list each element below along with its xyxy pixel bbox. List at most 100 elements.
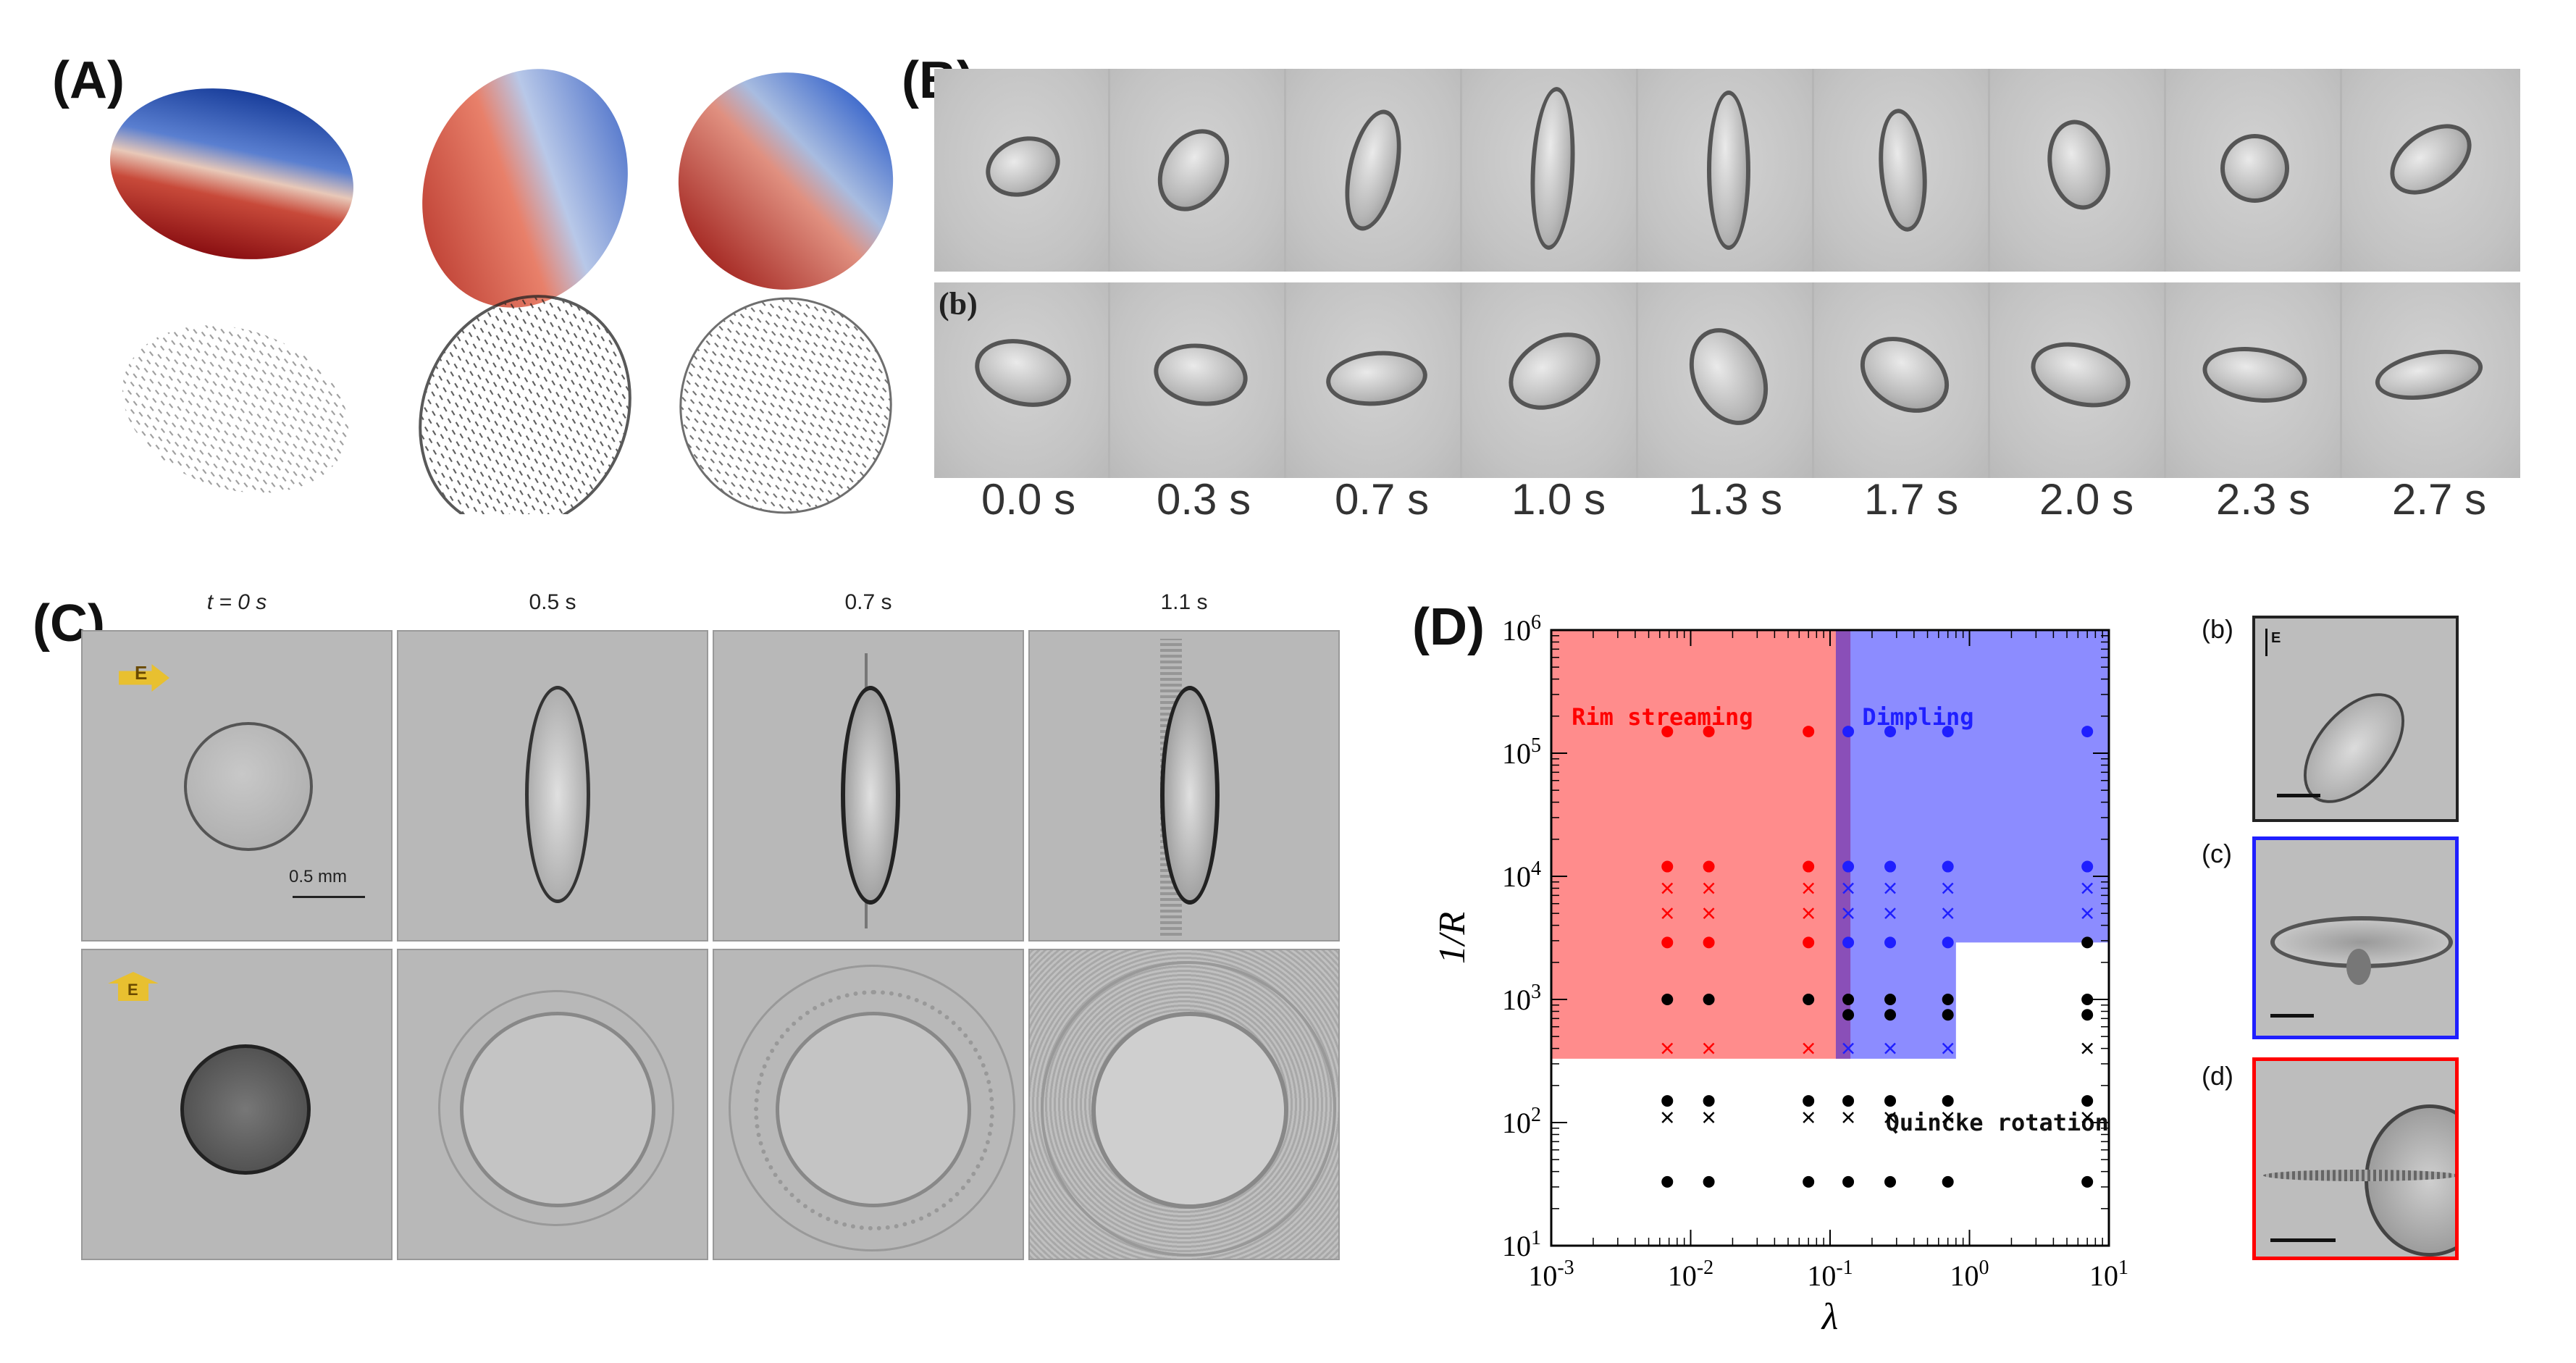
field-label: E <box>2271 630 2281 646</box>
ellipsoid-vectors-3 <box>679 297 892 514</box>
droplet <box>525 686 590 903</box>
data-point <box>2081 1175 2094 1188</box>
time-label: 1.7 s <box>1864 475 1959 524</box>
y-tick-label: 102 <box>1502 1104 1541 1139</box>
y-tick-label: 103 <box>1502 981 1541 1016</box>
frame <box>1814 282 1990 478</box>
scale-bar <box>2277 794 2320 797</box>
sub-label-d: (d) <box>2202 1061 2233 1091</box>
time-label: 1.3 s <box>1688 475 1783 524</box>
x-tick-label: 10-2 <box>1668 1257 1713 1292</box>
droplet <box>1160 686 1220 905</box>
side-image-d <box>2252 1057 2459 1260</box>
droplet <box>1674 315 1783 438</box>
droplet <box>2220 134 2289 203</box>
data-point <box>1803 860 1815 873</box>
data-point <box>1703 994 1715 1005</box>
x-tick-label: 10-3 <box>1528 1257 1574 1292</box>
panel-a-ellipsoids <box>110 69 894 514</box>
data-point <box>1942 1175 1954 1188</box>
droplet <box>2040 114 2118 215</box>
data-point <box>1661 860 1674 873</box>
frame <box>2166 282 2342 478</box>
ellipsoid-colored-3 <box>678 72 894 290</box>
scale-bar <box>2270 1014 2314 1018</box>
data-point-x <box>2081 882 2094 894</box>
side-image-b: E <box>2252 616 2459 822</box>
data-point <box>1661 936 1674 949</box>
region-overlap <box>1835 630 1851 1059</box>
field-label: E <box>135 662 148 684</box>
droplet <box>2377 109 2485 209</box>
data-point <box>1842 1009 1855 1021</box>
droplet <box>1846 321 1963 429</box>
data-point <box>1661 1175 1674 1188</box>
data-point <box>1884 1009 1897 1021</box>
row2-label: (b) <box>939 286 978 322</box>
droplet <box>180 1044 311 1175</box>
x-tick-label: 101 <box>2089 1257 2128 1292</box>
data-point <box>1703 936 1715 949</box>
frame <box>1286 282 1462 478</box>
data-point-x <box>1942 882 1954 894</box>
droplet <box>1874 106 1932 234</box>
region-label-rim: Rim streaming <box>1572 703 1753 731</box>
data-point <box>1842 860 1855 873</box>
x-tick-label: 100 <box>1950 1257 1989 1292</box>
data-point <box>2081 936 2094 949</box>
data-point <box>1803 1175 1815 1188</box>
panel-label-d: (D) <box>1412 598 1485 656</box>
data-point <box>1803 726 1815 738</box>
data-point <box>1884 1175 1897 1188</box>
droplet <box>1527 85 1579 251</box>
data-point <box>1803 1095 1815 1107</box>
region-dimpling <box>1843 630 2109 1059</box>
data-point-x <box>1661 907 1674 920</box>
c-bottom-frame-1: E <box>81 949 393 1260</box>
c-bottom-frame-4 <box>1028 949 1340 1260</box>
data-point <box>1942 994 1954 1005</box>
data-point <box>1884 1095 1897 1107</box>
data-point <box>1703 860 1715 873</box>
time-label: 0.3 s <box>1157 475 1251 524</box>
data-point <box>1942 936 1954 949</box>
data-point <box>2081 1095 2094 1107</box>
droplet <box>2199 340 2311 409</box>
data-point <box>1842 1095 1855 1107</box>
frame <box>2166 69 2342 272</box>
y-tick-label: 101 <box>1502 1227 1541 1262</box>
time-label: 2.3 s <box>2216 475 2311 524</box>
frame <box>1990 282 2166 478</box>
data-point-x <box>1661 1042 1674 1054</box>
scale-bar-label: 0.5 mm <box>289 867 348 886</box>
y-tick-label: 104 <box>1502 857 1541 893</box>
data-point-x <box>1942 1112 1954 1123</box>
frame <box>2342 282 2520 478</box>
data-point <box>1842 726 1855 738</box>
droplet <box>1335 104 1411 236</box>
outer-ring <box>1041 961 1336 1257</box>
y-axis-label: 1/R <box>1432 912 1473 964</box>
frame <box>1462 69 1638 272</box>
time-label: 2.7 s <box>2392 475 2487 524</box>
y-tick-label: 106 <box>1502 611 1541 647</box>
frame <box>1638 69 1814 272</box>
field-label: E <box>127 981 138 999</box>
data-point <box>1803 994 1815 1005</box>
data-point-x <box>2081 1112 2094 1123</box>
frame <box>1110 69 1286 272</box>
data-point-x <box>1842 882 1854 894</box>
panel-label-a: (A) <box>52 51 125 109</box>
droplet <box>460 1012 655 1207</box>
region-label-dimpling: Dimpling <box>1862 703 1973 731</box>
data-point-x <box>1661 882 1674 894</box>
panel-b-row1 <box>934 69 2520 272</box>
data-point-x <box>1703 907 1715 920</box>
data-point <box>1703 1175 1715 1188</box>
data-point-x <box>1803 1112 1815 1123</box>
c-top-frame-1: E 0.5 mm <box>81 630 393 941</box>
frame <box>1638 282 1814 478</box>
data-point <box>1661 726 1674 738</box>
data-point <box>1842 1175 1855 1188</box>
data-point <box>1703 726 1715 738</box>
